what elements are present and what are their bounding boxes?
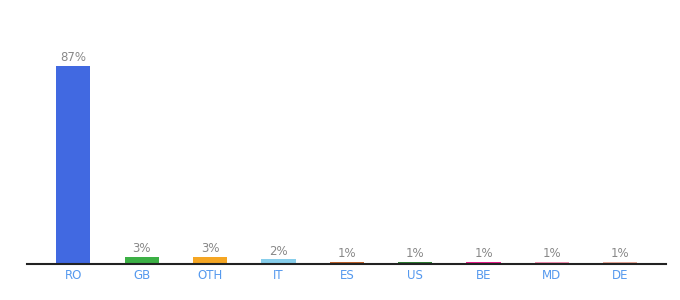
Text: 3%: 3% [133, 242, 151, 255]
Text: 2%: 2% [269, 244, 288, 258]
Text: 3%: 3% [201, 242, 220, 255]
Bar [124, 257, 159, 264]
Bar [534, 262, 569, 264]
Bar [398, 262, 432, 264]
Text: 1%: 1% [474, 247, 493, 260]
Text: 87%: 87% [61, 51, 86, 64]
Text: 1%: 1% [406, 247, 424, 260]
Text: 1%: 1% [337, 247, 356, 260]
Bar [466, 262, 500, 264]
Bar [261, 260, 296, 264]
Text: 1%: 1% [611, 247, 630, 260]
Bar [330, 262, 364, 264]
Bar [193, 257, 227, 264]
Bar [603, 262, 637, 264]
Bar [56, 66, 90, 264]
Text: 1%: 1% [543, 247, 561, 260]
